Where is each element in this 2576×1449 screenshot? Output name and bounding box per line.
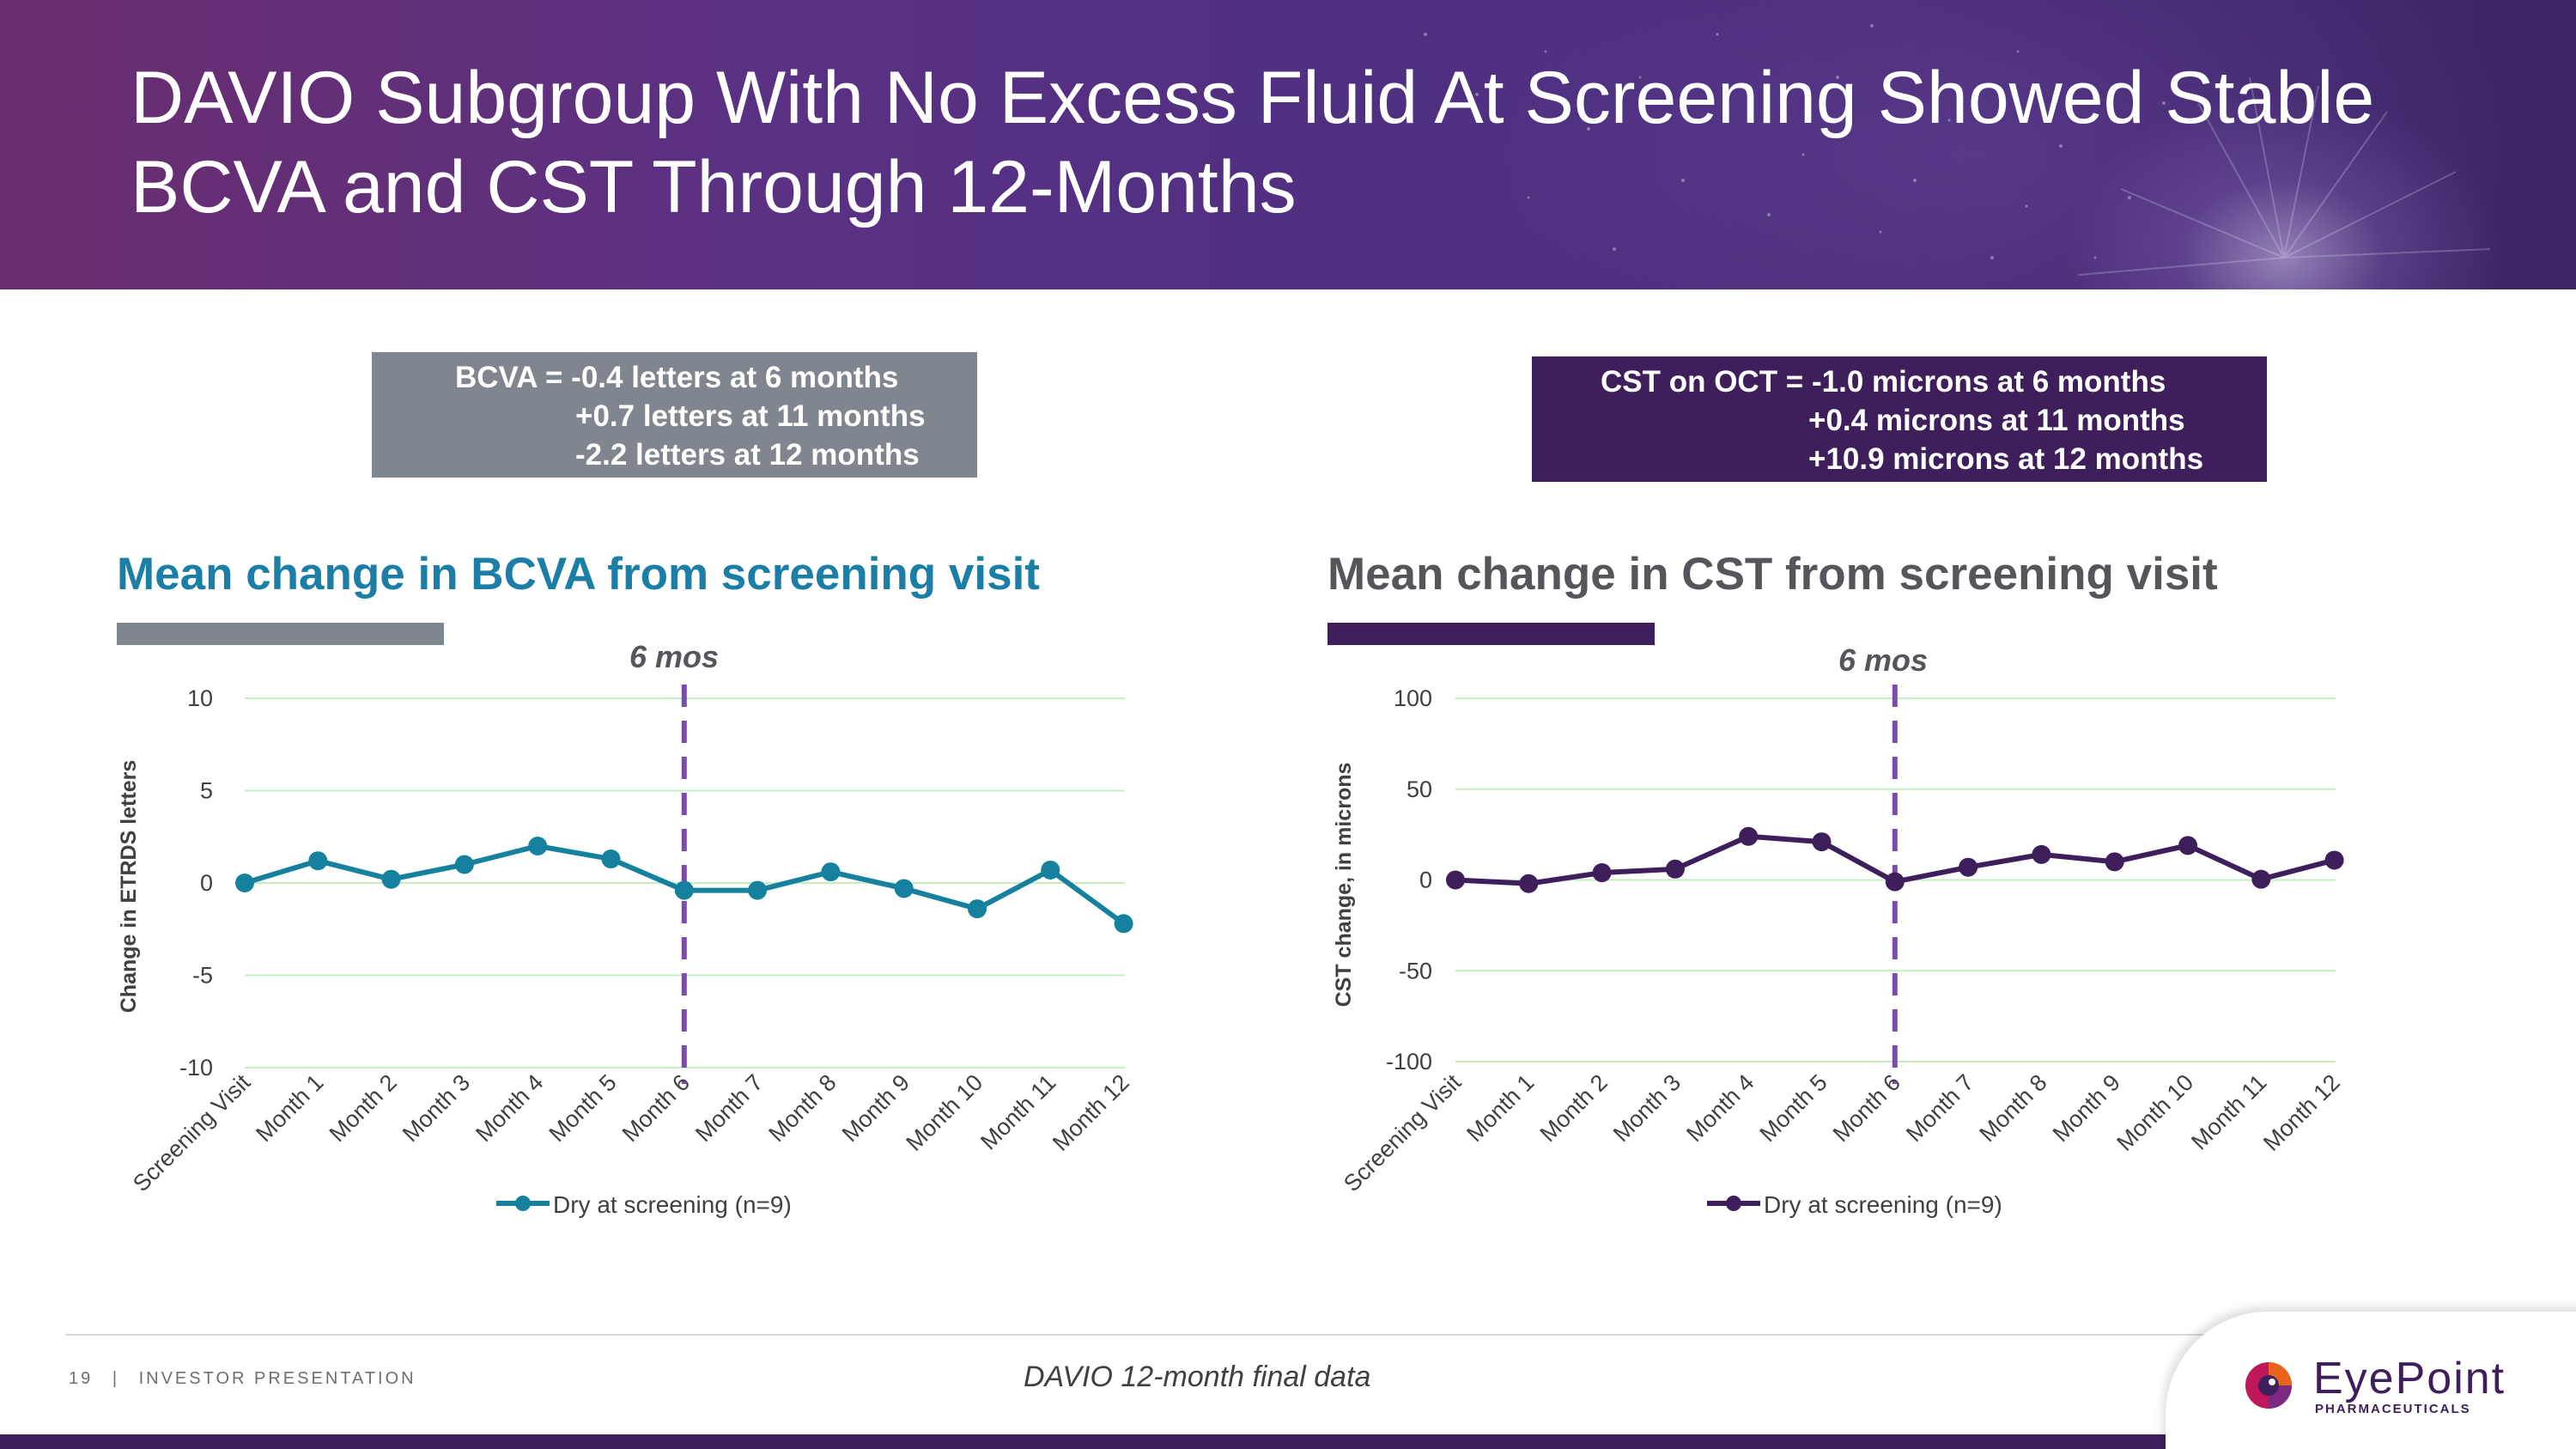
cst-data-point <box>1665 859 1685 879</box>
bcva-line-chart: 10 5 0 -5 -10 Change in ETRDS letters Screenin… <box>117 639 1134 1218</box>
bcva-data-point <box>968 899 987 919</box>
bcva-summary-line-1: BCVA = -0.4 letters at 6 months <box>455 361 899 394</box>
cst-x-tick-label: Month 3 <box>1608 1069 1686 1147</box>
cst-summary-line-3: +10.9 microns at 12 months <box>1808 442 2204 476</box>
cst-x-tick-label: Month 4 <box>1681 1069 1759 1147</box>
eyepoint-logo-icon <box>2245 1362 2292 1409</box>
cst-six-month-marker-label: 6 mos <box>1838 642 1928 678</box>
cst-line-chart: 100 50 0 -50 -100 CST change, in microns Scree… <box>1332 642 2345 1218</box>
page-title-line-1: DAVIO Subgroup With No Excess Fluid At S… <box>131 57 2375 139</box>
bcva-data-point <box>894 879 914 898</box>
bcva-data-point <box>235 874 254 892</box>
cst-data-point <box>2105 852 2124 872</box>
logo-subtitle: PHARMACEUTICALS <box>2315 1402 2471 1416</box>
bcva-title-underline-bar <box>117 623 444 645</box>
bcva-data-point <box>1114 914 1133 934</box>
page-number: 19 <box>69 1369 94 1388</box>
cst-x-tick-label: Month 11 <box>2186 1069 2271 1154</box>
cst-data-point <box>1592 863 1612 883</box>
cst-y-tick-label: 0 <box>1419 868 1432 893</box>
bcva-x-tick-label: Month 4 <box>471 1069 548 1147</box>
cst-title-underline-bar <box>1327 623 1655 645</box>
cst-chart-title: Mean change in CST from screening visit <box>1327 549 2218 600</box>
bcva-data-point <box>748 880 768 900</box>
cst-data-point <box>1446 870 1465 890</box>
cst-data-point <box>1812 832 1832 852</box>
bcva-data-point <box>528 837 548 855</box>
bcva-data-point <box>454 855 474 874</box>
logo-wordmark: EyePoint <box>2313 1354 2506 1403</box>
cst-y-tick-label: 100 <box>1394 685 1432 711</box>
bcva-summary-box: BCVA = -0.4 letters at 6 months +0.7 let… <box>372 352 977 478</box>
cst-x-tick-label: Month 2 <box>1535 1069 1613 1147</box>
cst-data-point <box>1739 826 1759 846</box>
footer-divider <box>65 1334 2255 1336</box>
cst-x-tick-label: Month 12 <box>2258 1069 2345 1156</box>
cst-data-point <box>2032 844 2051 864</box>
bcva-x-tick-label: Month 6 <box>617 1069 695 1147</box>
bcva-data-point <box>601 849 621 869</box>
page-title: DAVIO Subgroup With No Excess Fluid At S… <box>131 53 2518 232</box>
bcva-data-point <box>308 851 328 871</box>
footer-page-info: 19 | INVESTOR PRESENTATION <box>69 1369 416 1389</box>
cst-x-tick-label: Month 10 <box>2111 1069 2198 1156</box>
bcva-y-tick-label: 0 <box>200 870 213 896</box>
bcva-x-tick-label: Month 11 <box>975 1069 1060 1154</box>
bcva-x-tick-label: Month 5 <box>544 1069 622 1147</box>
footer-color-bar <box>0 1434 2576 1449</box>
cst-data-point <box>1519 874 1539 893</box>
header-sparkle-decoration <box>1424 24 2491 276</box>
bcva-y-tick-label: 10 <box>187 685 213 711</box>
cst-y-axis-label: CST change, in microns <box>1332 763 1356 1008</box>
bcva-x-tick-label: Screening Visit <box>128 1069 256 1197</box>
cst-x-tick-label: Screening Visit <box>1339 1069 1467 1197</box>
cst-x-tick-label: Month 5 <box>1755 1069 1832 1147</box>
bcva-data-point <box>821 862 841 882</box>
cst-summary-box: CST on OCT = -1.0 microns at 6 months +0… <box>1532 356 2267 482</box>
cst-data-point <box>2324 850 2344 870</box>
footer-separator: | <box>112 1369 120 1388</box>
header-banner: DAVIO Subgroup With No Excess Fluid At S… <box>0 0 2576 289</box>
cst-data-point <box>2251 869 2271 889</box>
bcva-data-point <box>381 869 401 889</box>
cst-legend-label: Dry at screening (n=9) <box>1764 1191 2002 1218</box>
bcva-x-tick-label: Month 8 <box>763 1069 841 1147</box>
footer-data-note: DAVIO 12-month final data <box>1024 1361 1371 1393</box>
cst-x-tick-label: Month 1 <box>1461 1069 1539 1147</box>
logo-background-bubble <box>2166 1312 2576 1449</box>
bcva-six-month-marker-label: 6 mos <box>629 639 719 674</box>
bcva-x-tick-label: Month 3 <box>398 1069 475 1147</box>
bcva-x-tick-label: Month 12 <box>1048 1069 1134 1156</box>
bcva-legend-marker <box>515 1196 531 1211</box>
bcva-x-tick-label: Month 7 <box>690 1069 768 1147</box>
cst-data-point <box>1959 857 1978 877</box>
bcva-data-point <box>1041 860 1060 880</box>
bcva-x-tick-label: Month 10 <box>901 1069 987 1156</box>
bcva-y-tick-label: -5 <box>192 963 213 989</box>
bcva-summary-line-3: -2.2 letters at 12 months <box>575 438 920 472</box>
bcva-y-tick-label: -10 <box>179 1055 213 1081</box>
footer-section-label: INVESTOR PRESENTATION <box>138 1369 416 1388</box>
bcva-y-tick-label: 5 <box>200 778 213 804</box>
bcva-data-point <box>674 880 694 900</box>
cst-x-tick-label: Month 7 <box>1901 1069 1978 1147</box>
cst-x-tick-label: Month 6 <box>1828 1069 1905 1147</box>
cst-data-point <box>1885 872 1905 892</box>
cst-summary-line-1: CST on OCT = -1.0 microns at 6 months <box>1601 365 2166 399</box>
cst-summary-line-2: +0.4 microns at 11 months <box>1808 404 2185 437</box>
bcva-x-tick-label: Month 1 <box>251 1069 328 1147</box>
cst-y-tick-label: -50 <box>1399 958 1432 983</box>
cst-y-tick-label: 50 <box>1406 776 1432 802</box>
page-title-line-2: BCVA and CST Through 12-Months <box>131 146 1297 228</box>
cst-data-point <box>2178 836 2197 855</box>
cst-x-tick-label: Month 8 <box>1974 1069 2051 1147</box>
bcva-y-axis-label: Change in ETRDS letters <box>117 760 141 1014</box>
cst-legend-marker <box>1726 1196 1741 1211</box>
bcva-chart-title: Mean change in BCVA from screening visit <box>117 549 1040 600</box>
bcva-x-tick-label: Month 2 <box>325 1069 402 1147</box>
bcva-legend-label: Dry at screening (n=9) <box>553 1191 792 1218</box>
cst-y-tick-label: -100 <box>1386 1049 1432 1075</box>
bcva-summary-line-2: +0.7 letters at 11 months <box>575 399 926 433</box>
